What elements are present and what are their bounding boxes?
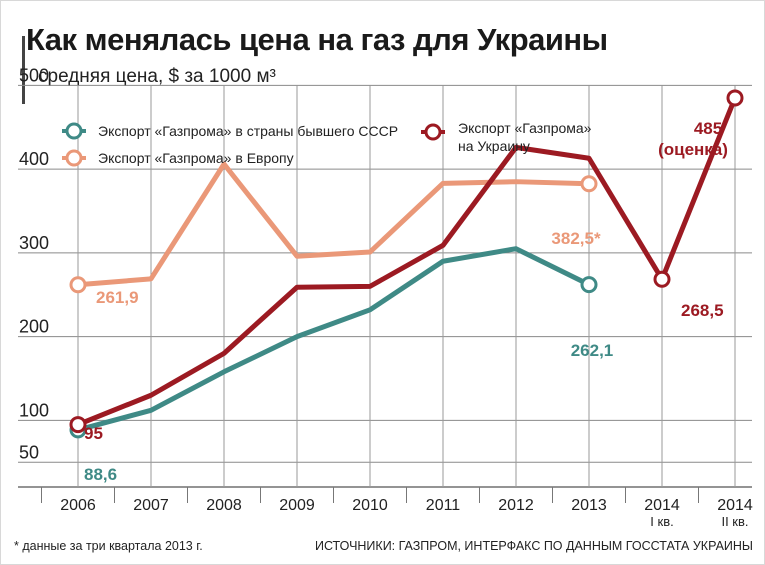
source-note: ИСТОЧНИКИ: ГАЗПРОМ, ИНТЕРФАКС ПО ДАННЫМ … <box>314 539 753 553</box>
data-label: 261,9 <box>96 288 139 307</box>
data-labels: 95 88,6 261,9 262,1 382,5* 268,5 485 (оценка) <box>84 119 728 484</box>
legend: Экспорт «Газпрома» в страны бывшего СССР… <box>62 120 592 167</box>
data-point-marker <box>653 270 671 288</box>
data-label: 88,6 <box>84 465 117 484</box>
x-tick-sublabel: I кв. <box>650 514 673 529</box>
legend-entry-line: на Украину <box>458 138 530 154</box>
footnote: * данные за три квартала 2013 г. <box>14 539 203 553</box>
chart-subtitle: средняя цена, $ за 1000 м³ <box>38 66 276 87</box>
x-tick-label: 2009 <box>279 497 315 514</box>
series-markers <box>69 89 744 439</box>
data-point-marker <box>69 276 87 294</box>
y-tick-label: 100 <box>19 400 49 420</box>
y-tick-label: 300 <box>19 233 49 253</box>
x-tick-label: 2008 <box>206 497 242 514</box>
data-label: 268,5 <box>681 301 724 320</box>
legend-entry: Экспорт «Газпрома» на Украину <box>458 120 592 154</box>
legend-entry: Экспорт «Газпрома» в страны бывшего СССР <box>98 123 398 139</box>
data-point-marker <box>69 416 87 434</box>
y-tick-label: 400 <box>19 149 49 169</box>
data-label: 262,1 <box>571 341 614 360</box>
x-tick-label: 2013 <box>571 497 607 514</box>
data-label: 382,5* <box>551 229 601 248</box>
x-tick-label: 2010 <box>352 497 388 514</box>
data-point-marker <box>726 89 744 107</box>
y-tick-label: 200 <box>19 317 49 337</box>
legend-swatch-marker <box>424 123 442 141</box>
legend-entry-line: Экспорт «Газпрома» <box>458 120 592 136</box>
series-line <box>75 246 592 433</box>
series-line <box>75 161 592 288</box>
legend-entry: Экспорт «Газпрома» в Европу <box>98 150 294 166</box>
title-accent-rule <box>22 36 25 104</box>
data-label: 95 <box>84 424 103 443</box>
x-tick-label: 2012 <box>498 497 534 514</box>
y-axis-ticks: 50 100 200 300 400 500 <box>19 65 49 462</box>
x-tick-label: 2007 <box>133 497 169 514</box>
x-tick-label: 2014 <box>717 497 753 514</box>
legend-swatch-marker <box>65 149 83 167</box>
x-tick-label: 2014 <box>644 497 680 514</box>
legend-swatch-marker <box>65 122 83 140</box>
data-label: (оценка) <box>658 140 728 159</box>
x-tick-label: 2011 <box>426 497 461 514</box>
data-point-marker <box>580 276 598 294</box>
y-tick-label: 500 <box>19 65 49 85</box>
data-point-marker <box>580 175 598 193</box>
y-tick-label: 50 <box>19 442 39 462</box>
chart-title: Как менялась цена на газ для Украины <box>26 22 608 57</box>
x-tick-sublabel: II кв. <box>721 514 748 529</box>
series-line <box>75 95 738 428</box>
x-tick-label: 2006 <box>60 497 96 514</box>
series-lines <box>75 95 738 433</box>
data-label: 485 <box>694 119 722 138</box>
